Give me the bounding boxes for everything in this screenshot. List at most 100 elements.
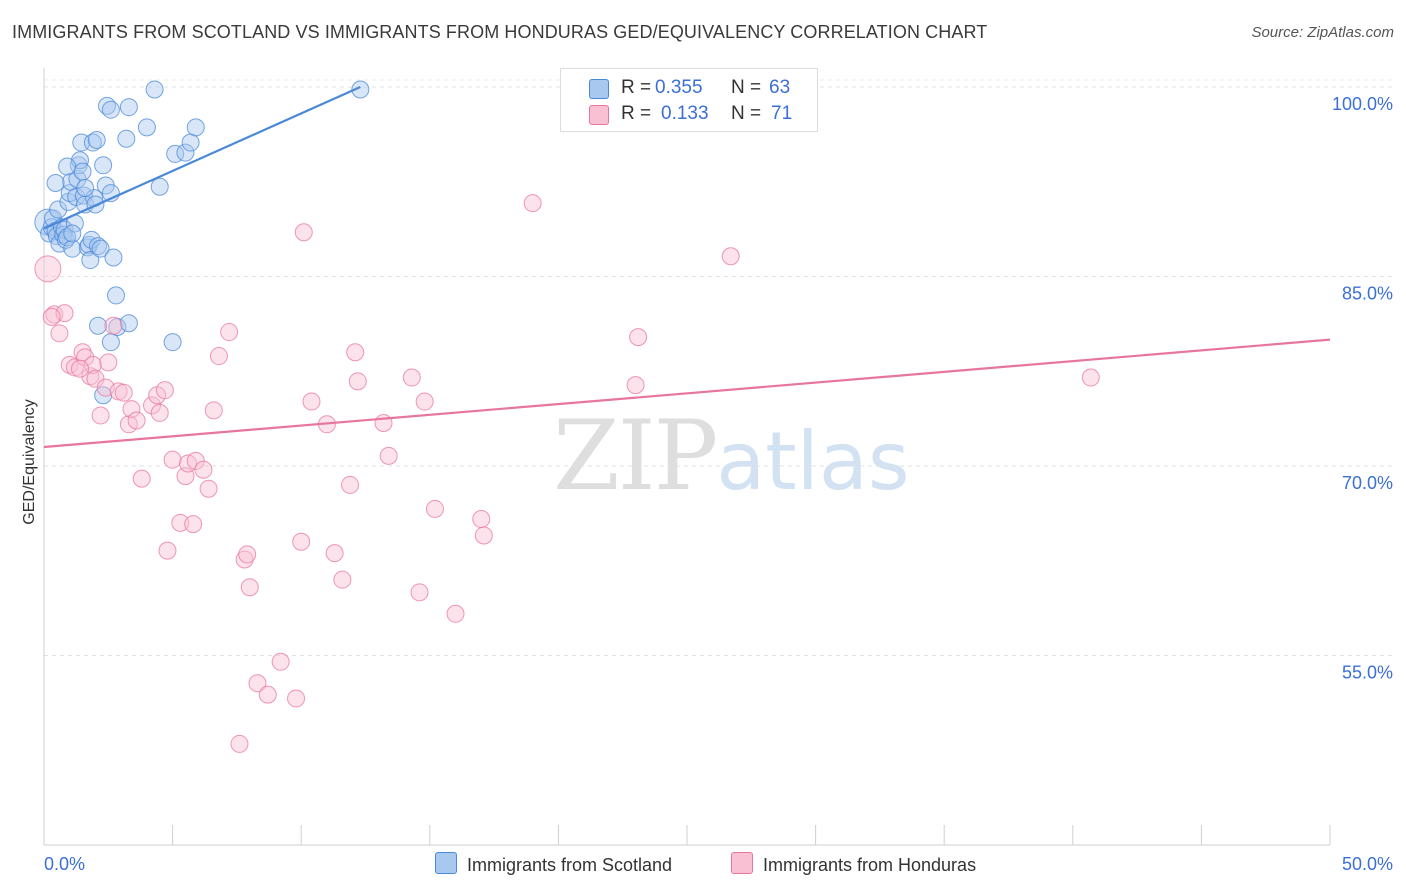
scotland-point [181, 133, 200, 152]
honduras-point [114, 383, 133, 402]
scotland-point [81, 251, 100, 270]
honduras-point [626, 376, 645, 395]
honduras-point [235, 550, 254, 569]
honduras-point [379, 446, 398, 465]
y-tick-label: 85.0% [1342, 283, 1393, 303]
honduras-point [294, 223, 313, 242]
honduras-point [302, 392, 321, 411]
honduras-point [155, 381, 174, 400]
legend-n-value: 63 [769, 77, 791, 98]
axes [43, 68, 1331, 846]
scotland-point [119, 314, 138, 333]
scotland-point [101, 333, 120, 352]
scotland-point [107, 286, 126, 305]
honduras-point [60, 355, 79, 374]
honduras-point [292, 532, 311, 551]
scotland-legend-icon [435, 852, 457, 874]
honduras-point [348, 372, 367, 391]
legend-r-label: R = [621, 103, 652, 124]
legend-r-label: R = [621, 77, 652, 98]
honduras-point [86, 369, 105, 388]
honduras-trend-line [43, 338, 1331, 449]
honduras-point [184, 515, 203, 534]
honduras-point [341, 475, 360, 494]
legend-n-value: 71 [771, 103, 793, 124]
honduras-point [374, 414, 393, 433]
scotland-point [163, 333, 182, 352]
honduras-point [425, 499, 444, 518]
tick-labels: 55.0% 70.0% 85.0% 100.0% 0.0% 50.0% [44, 94, 1393, 874]
scotland-point [89, 316, 108, 335]
scotland-point [101, 100, 120, 119]
scotland-point [351, 80, 370, 99]
honduras-point [194, 460, 213, 479]
honduras-point [721, 247, 740, 266]
legend-r-value: 0.133 [661, 103, 709, 124]
legend-item-honduras: Immigrants from Honduras [731, 852, 976, 876]
scotland-point [186, 118, 205, 137]
scotland-point [63, 239, 82, 258]
honduras-point [127, 411, 146, 430]
honduras-point [199, 479, 218, 498]
scotland-point [89, 237, 108, 256]
honduras-swatch-icon [589, 105, 609, 125]
honduras-point [50, 324, 69, 343]
scotland-point [63, 224, 82, 243]
honduras-point [238, 545, 257, 564]
scotland-point [104, 248, 123, 267]
scotland-trend-line [43, 85, 361, 230]
legend-label-scotland: Immigrants from Scotland [467, 855, 673, 875]
honduras-point [76, 348, 95, 367]
scotland-point [80, 235, 99, 254]
honduras-point [287, 689, 306, 708]
honduras-point [122, 400, 141, 419]
honduras-point [402, 368, 421, 387]
scotland-point [58, 157, 77, 176]
scotland-point [119, 98, 138, 117]
chart-source: Source: ZipAtlas.com [1251, 24, 1394, 41]
watermark: ZIPatlas [553, 400, 910, 512]
watermark-zip: ZIP [553, 400, 718, 512]
honduras-point [230, 734, 249, 753]
honduras-point [410, 583, 429, 602]
scotland-swatch-icon [589, 79, 609, 99]
y-tick-label: 55.0% [1342, 662, 1393, 682]
x-tick-label: 0.0% [44, 854, 85, 874]
honduras-point [132, 469, 151, 488]
scotland-point [49, 200, 68, 219]
honduras-point [415, 392, 434, 411]
honduras-point [1081, 368, 1100, 387]
honduras-point [271, 652, 290, 671]
scotland-point [137, 118, 156, 137]
y-tick-label: 70.0% [1342, 473, 1393, 493]
data-points [34, 80, 1100, 753]
honduras-point [143, 396, 162, 415]
grid-lines [44, 79, 1392, 656]
honduras-point [99, 353, 118, 372]
honduras-point [71, 359, 90, 378]
scotland-point [73, 162, 92, 181]
honduras-point [220, 323, 239, 342]
honduras-point [104, 316, 123, 335]
chart-title: IMMIGRANTS FROM SCOTLAND VS IMMIGRANTS F… [12, 22, 988, 42]
scotland-point [87, 131, 106, 150]
honduras-point [248, 674, 267, 693]
honduras-point [446, 604, 465, 623]
honduras-point [91, 406, 110, 425]
honduras-point [523, 194, 542, 213]
scotland-point [76, 179, 95, 198]
scotland-point [145, 80, 164, 99]
honduras-point [34, 255, 62, 283]
scotland-point [117, 129, 136, 148]
honduras-point [81, 367, 100, 386]
honduras-point [629, 328, 648, 347]
honduras-legend-icon [731, 852, 753, 874]
legend-label-honduras: Immigrants from Honduras [763, 855, 977, 875]
trend-lines [43, 85, 1331, 449]
scotland-point [150, 177, 169, 196]
honduras-point [325, 544, 344, 563]
honduras-point [240, 578, 259, 597]
scotland-point [91, 239, 110, 258]
legend-n-label: N = [731, 77, 762, 98]
